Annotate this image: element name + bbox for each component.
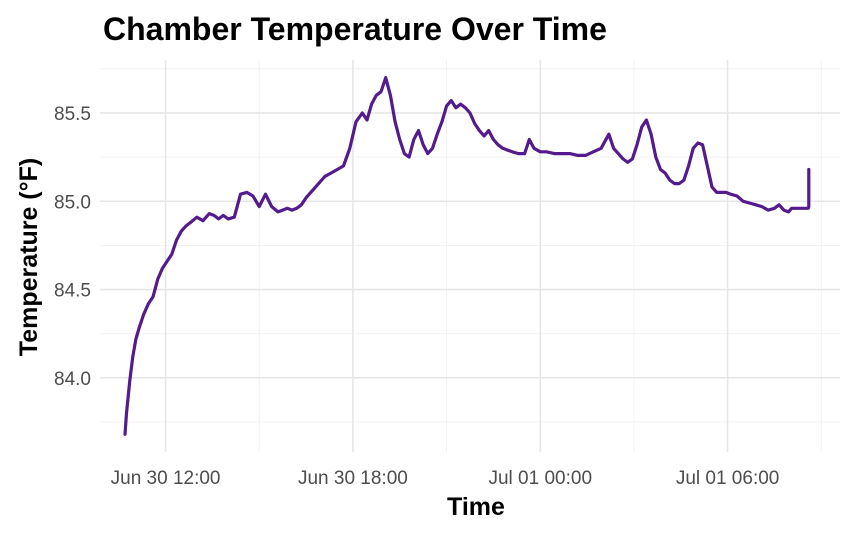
series-layer	[123, 76, 811, 436]
y-axis-title: Temperature (°F)	[15, 158, 43, 356]
major-gridlines	[100, 60, 840, 452]
y-tick-label: 85.0	[54, 192, 91, 213]
minor-gridlines	[100, 60, 840, 452]
y-tick-label: 84.0	[54, 369, 91, 390]
y-tick-label: 84.5	[54, 281, 91, 302]
x-axis-tick-labels: Jun 30 12:00 Jun 30 18:00 Jul 01 00:00 Jul …	[111, 468, 780, 489]
x-axis-title: Time	[447, 493, 505, 521]
y-axis-tick-labels: 84.0 84.5 85.0 85.5	[54, 104, 91, 390]
temperature-series-line	[123, 76, 811, 436]
y-tick-label: 85.5	[54, 104, 91, 125]
x-tick-label: Jul 01 06:00	[676, 468, 780, 489]
x-tick-label: Jul 01 00:00	[488, 468, 592, 489]
chart-title: Chamber Temperature Over Time	[103, 11, 607, 47]
x-tick-label: Jun 30 12:00	[111, 468, 221, 489]
x-tick-label: Jun 30 18:00	[298, 468, 408, 489]
